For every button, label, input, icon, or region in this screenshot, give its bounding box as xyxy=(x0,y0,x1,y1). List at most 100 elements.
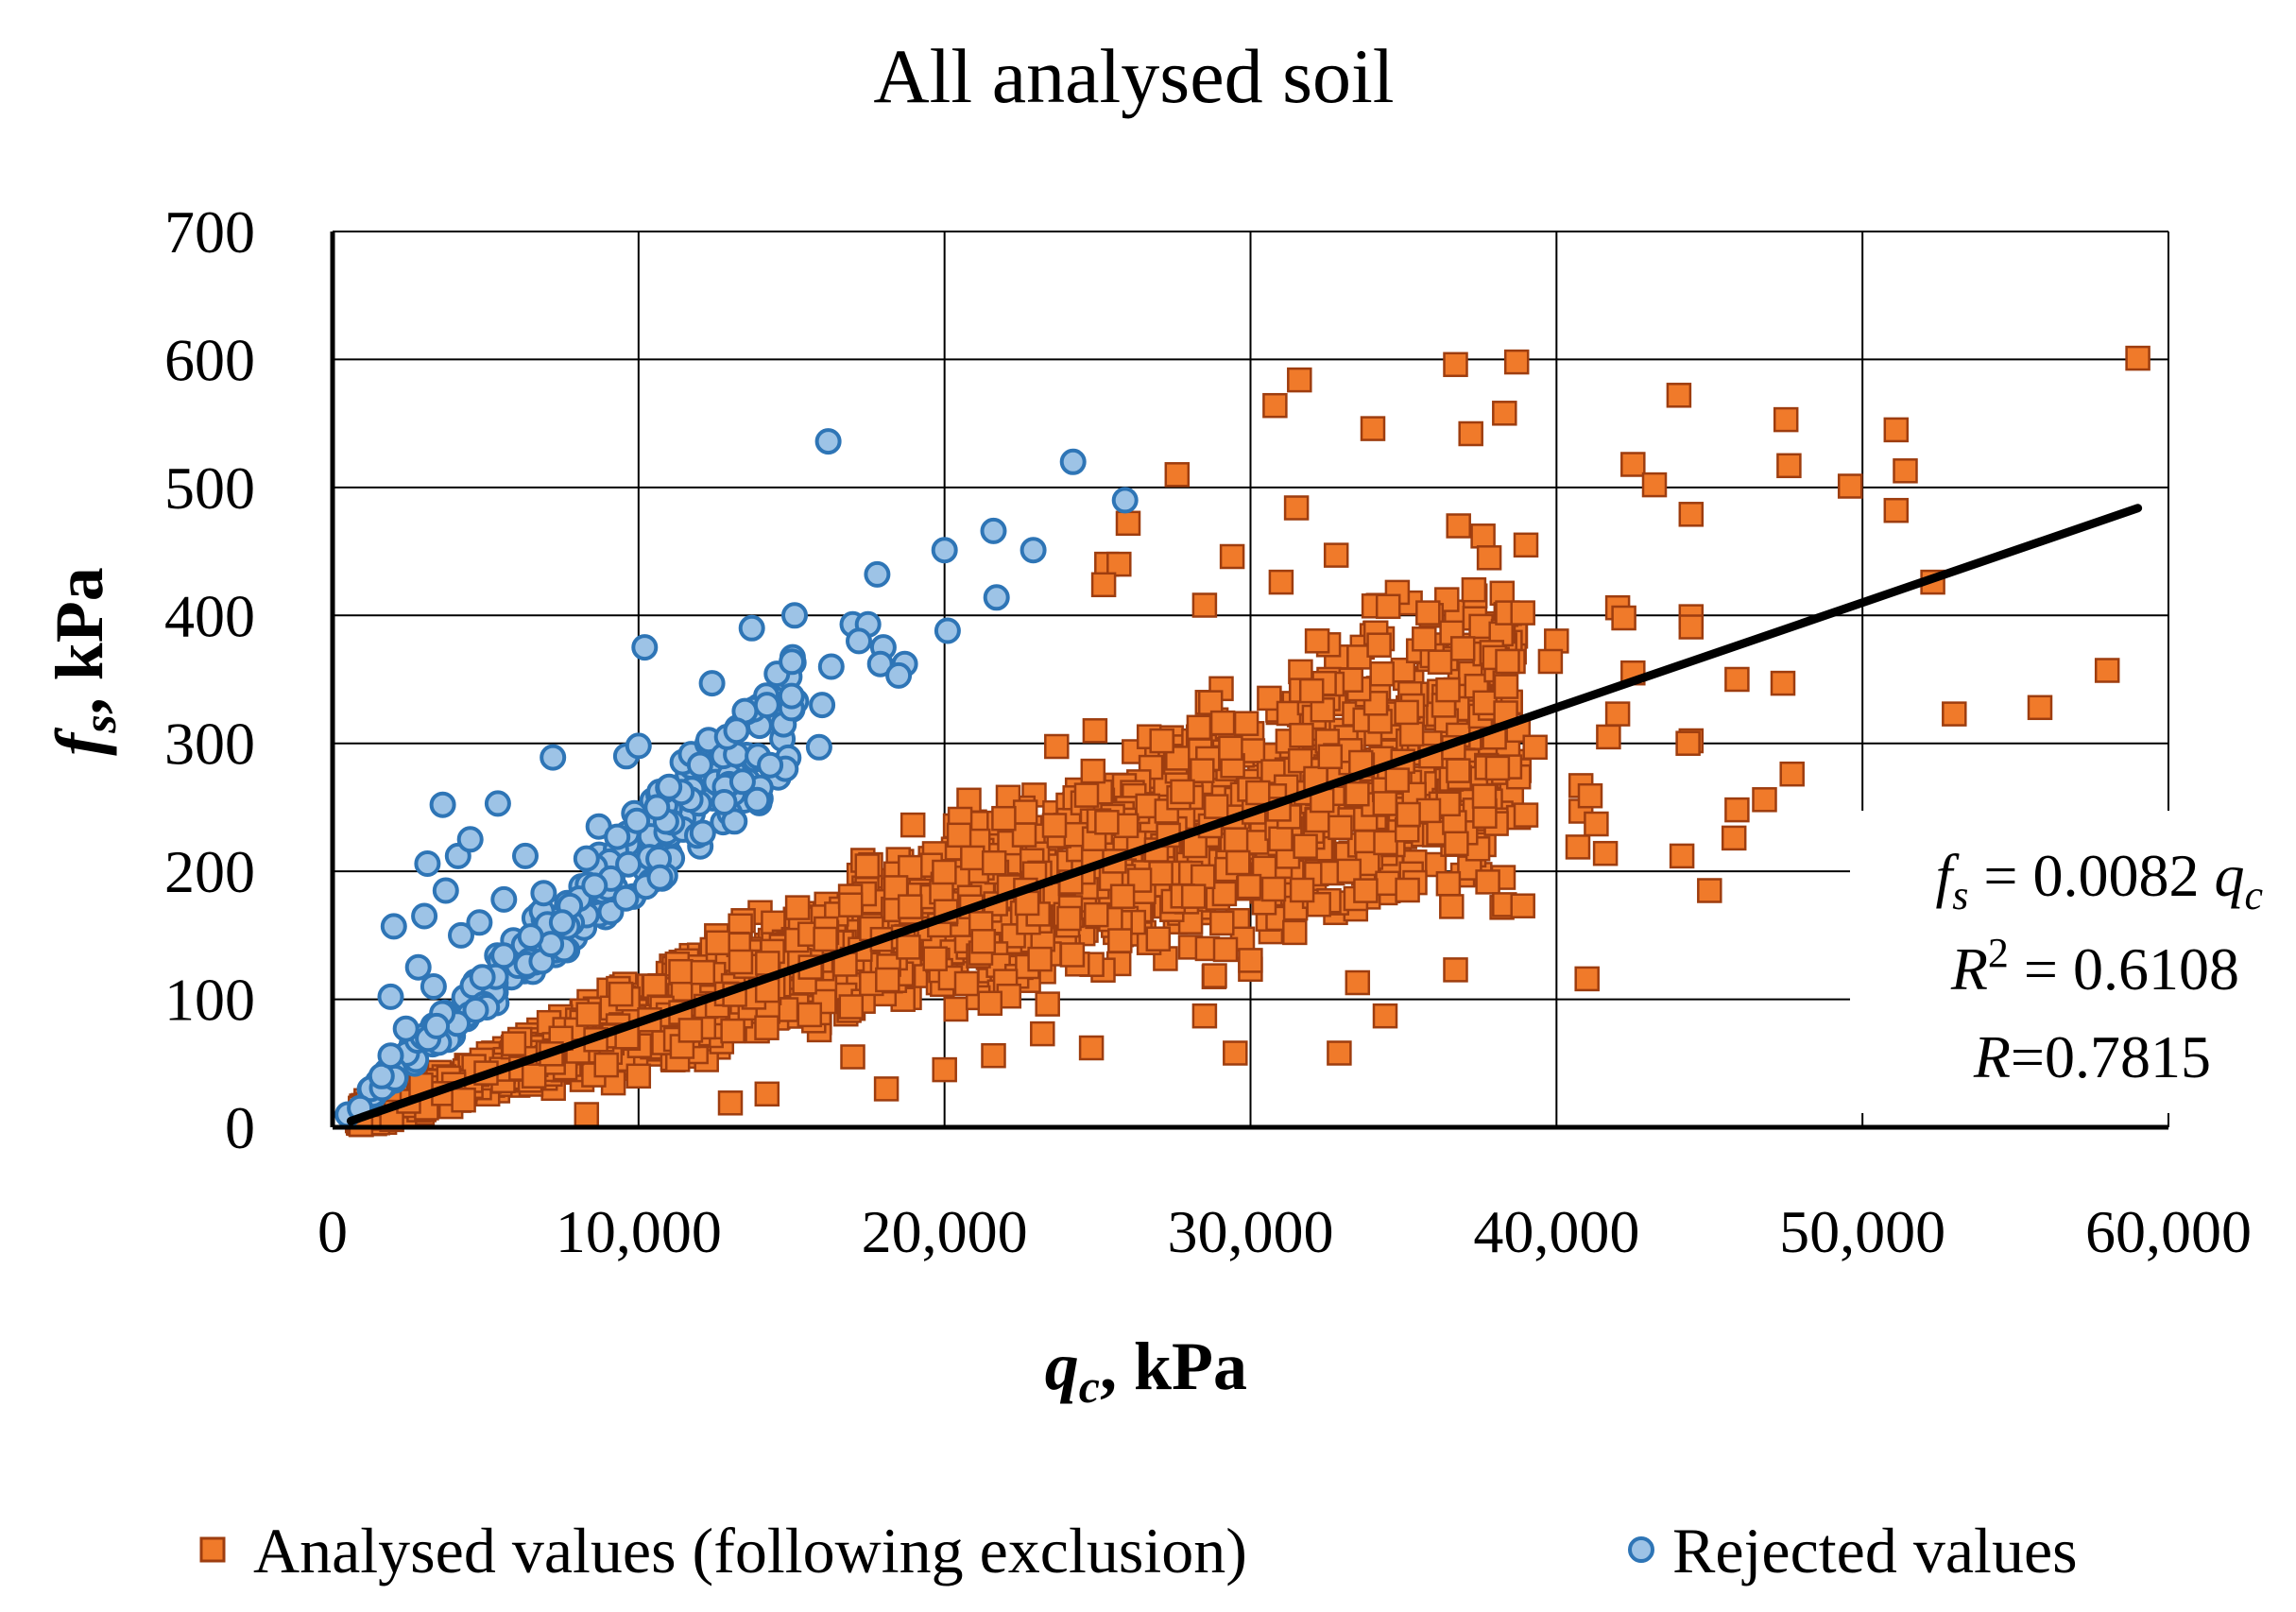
rejected-point xyxy=(429,791,456,818)
analysed-point xyxy=(2094,658,2120,683)
analysed-point xyxy=(960,845,985,871)
y-tick-label: 600 xyxy=(164,326,255,393)
rejected-point xyxy=(392,1015,420,1042)
rejected-series xyxy=(334,428,1139,1128)
x-axis-sub: c xyxy=(1079,1360,1100,1413)
y-tick-label: 100 xyxy=(164,967,255,1034)
trendline-group xyxy=(346,504,2143,1125)
analysed-point xyxy=(1323,542,1349,568)
analysed-point xyxy=(1289,877,1315,903)
analysed-point xyxy=(1084,901,1109,928)
analysed-point xyxy=(1396,801,1421,828)
analysed-point xyxy=(1078,1035,1105,1061)
analysed-point xyxy=(1180,883,1207,909)
analysed-point xyxy=(1094,810,1120,835)
r-squared-var: R xyxy=(1950,935,1988,1003)
r-squared-value: = 0.6108 xyxy=(2009,935,2239,1003)
r-var: R xyxy=(1973,1023,2011,1090)
rejected-point xyxy=(540,744,567,771)
rejected-point xyxy=(469,964,496,991)
analysed-point xyxy=(1439,894,1465,919)
analysed-point xyxy=(593,1052,619,1078)
analysed-point xyxy=(1080,758,1106,784)
analysed-point xyxy=(451,1087,476,1113)
x-axis-title: qc, kPa xyxy=(1045,1329,1247,1413)
analysed-point xyxy=(1495,648,1520,675)
rejected-point xyxy=(864,560,891,588)
analysed-point xyxy=(1574,966,1600,992)
rejected-point xyxy=(698,670,726,697)
analysed-point xyxy=(1522,734,1548,761)
analysed-point xyxy=(1446,513,1471,539)
analysed-point xyxy=(1191,592,1218,618)
analysed-point xyxy=(1443,352,1468,378)
analysed-point xyxy=(991,805,1017,832)
analysed-point xyxy=(1577,782,1603,809)
rejected-point xyxy=(686,751,713,779)
analysed-point xyxy=(1435,870,1462,897)
analysed-point xyxy=(784,895,811,920)
y-axis-unit: , kPa xyxy=(42,567,117,714)
y-tick-label: 400 xyxy=(164,582,255,649)
analysed-point xyxy=(1191,1003,1218,1029)
analysed-point xyxy=(1223,1040,1248,1066)
analysed-point xyxy=(1268,569,1294,595)
chart-title: All analysed soil xyxy=(873,33,1394,119)
analysed-point xyxy=(1620,452,1646,477)
rejected-point xyxy=(604,823,631,850)
analysed-point xyxy=(1384,767,1411,793)
analysed-point xyxy=(1073,782,1100,808)
analysed-point xyxy=(1262,392,1288,419)
analysed-point xyxy=(1779,761,1805,787)
analysed-point xyxy=(1287,367,1312,393)
analysed-point xyxy=(1666,383,1692,408)
analysed-point xyxy=(668,958,694,985)
analysed-point xyxy=(1243,830,1270,855)
analysed-point xyxy=(1697,878,1722,903)
analysed-point xyxy=(1503,349,1530,375)
analysed-point xyxy=(1345,780,1370,807)
equation-fit-line: fs = 0.0082 qc xyxy=(1935,842,2263,918)
analysed-point xyxy=(1458,420,1483,447)
analysed-point xyxy=(1115,510,1141,537)
analysed-point xyxy=(1837,473,1863,499)
analysed-point xyxy=(873,1076,900,1102)
axes xyxy=(330,232,2168,1130)
analysed-point xyxy=(953,970,980,997)
analysed-point xyxy=(1470,523,1496,549)
analysed-point xyxy=(922,946,948,971)
analysed-point xyxy=(1596,724,1621,750)
analysed-point xyxy=(981,849,1007,876)
analysed-point xyxy=(1353,878,1379,903)
trendline xyxy=(346,504,2143,1125)
analysed-point xyxy=(1145,926,1172,952)
analysed-point xyxy=(1345,969,1371,996)
analysed-point xyxy=(1669,843,1695,869)
x-tick-label: 60,000 xyxy=(2085,1198,2252,1265)
analysed-point xyxy=(1476,545,1502,571)
rejected-point xyxy=(983,584,1010,611)
rejected-point xyxy=(980,517,1007,544)
analysed-point xyxy=(977,990,1003,1017)
analysed-point xyxy=(1435,677,1461,703)
y-tick-label: 200 xyxy=(164,838,255,905)
analysed-point xyxy=(1513,532,1539,558)
r-squared-sup: 2 xyxy=(1988,930,2009,976)
analysed-point xyxy=(574,1102,600,1127)
analysed-point xyxy=(705,930,730,956)
x-tick-label: 50,000 xyxy=(1779,1198,1945,1265)
rejected-point xyxy=(448,921,474,949)
analysed-point xyxy=(1149,728,1174,754)
equation-r-value: R=0.7815 xyxy=(1973,1023,2211,1090)
analysed-point xyxy=(1461,576,1487,603)
analysed-point xyxy=(1721,825,1747,851)
analysed-point xyxy=(1752,787,1777,813)
analysed-point xyxy=(1218,735,1243,762)
analysed-point xyxy=(625,1063,652,1089)
analysed-point xyxy=(1776,453,1802,479)
rejected-point xyxy=(1019,537,1047,564)
rejected-point xyxy=(753,692,780,719)
analysed-point xyxy=(898,854,923,881)
analysed-point xyxy=(1240,738,1266,763)
